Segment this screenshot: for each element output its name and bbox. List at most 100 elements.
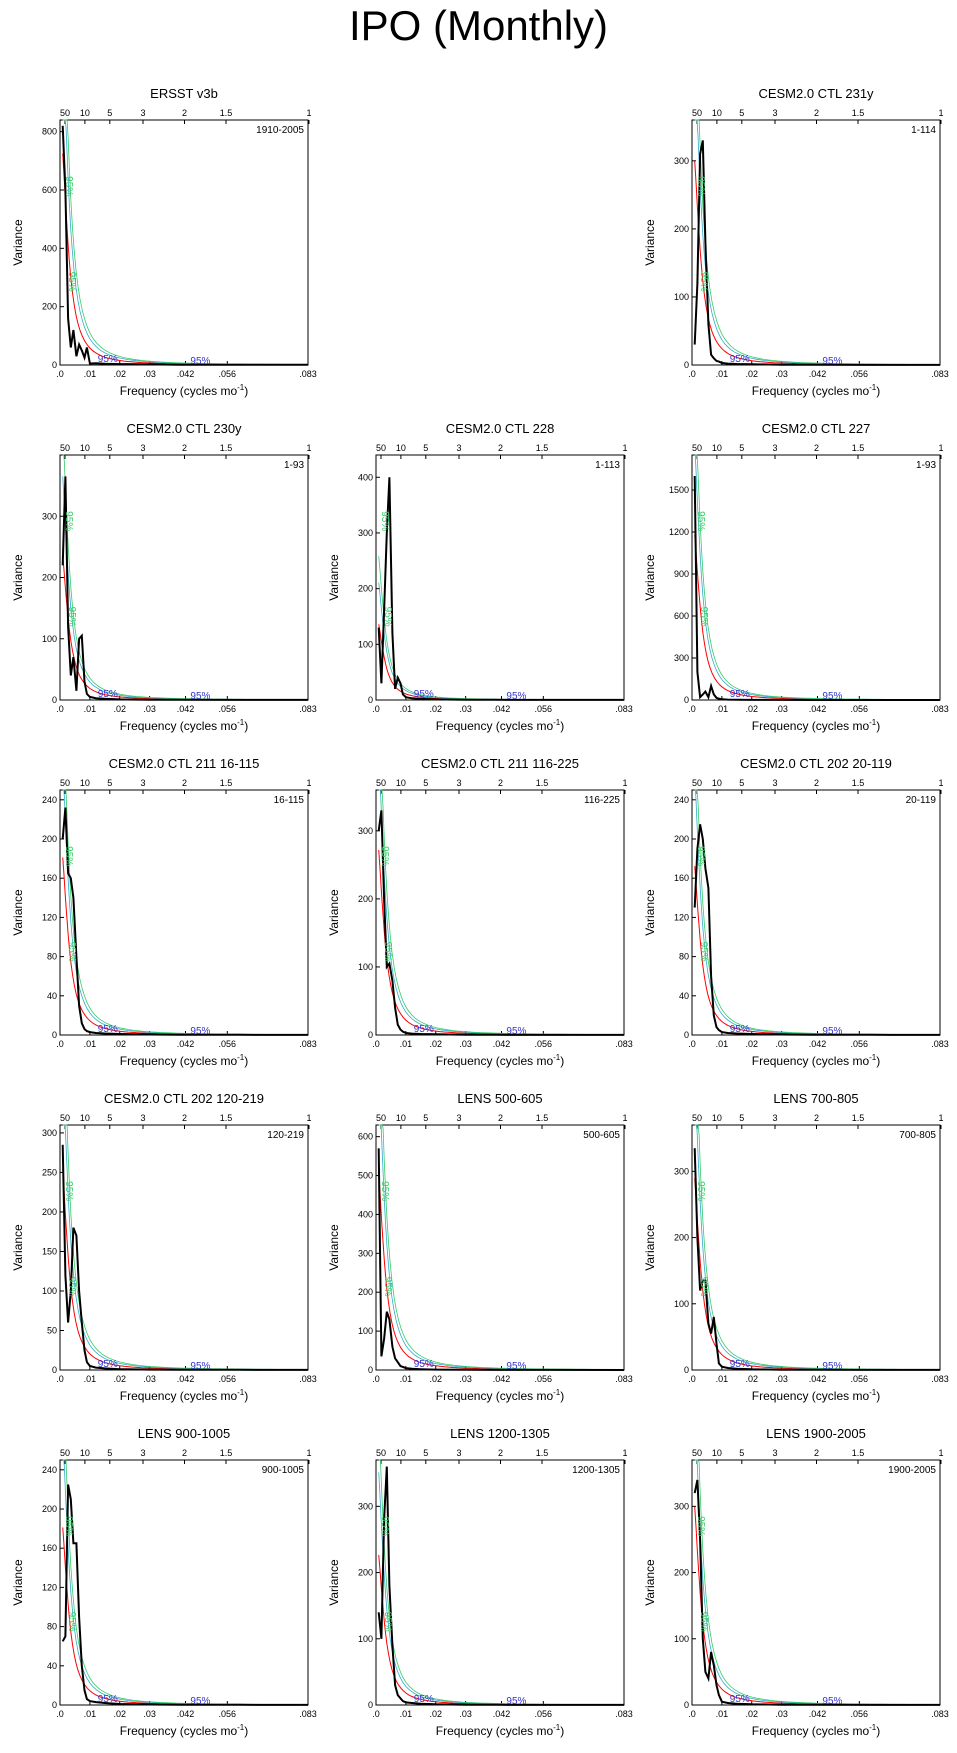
top-tick-label: 3 [456, 778, 461, 788]
x-tick-label: .03 [459, 1374, 472, 1384]
top-tick-label: 50 [692, 778, 702, 788]
top-tick-label: 10 [396, 1448, 406, 1458]
y-tick-label: 100 [358, 639, 373, 649]
top-tick-label: 50 [376, 778, 386, 788]
sig-label: 95% [414, 689, 434, 700]
top-tick-label: 2 [498, 443, 503, 453]
sig-curve-green [694, 789, 940, 1035]
x-tick-label: .01 [716, 369, 729, 379]
top-tick-label: 1.5 [220, 1448, 233, 1458]
sig-label: 95% [190, 1026, 210, 1037]
x-tick-label: .01 [400, 704, 413, 714]
chart-panel: LENS 700-805 700-805 .0 .01 .02 .03 .042 .056 .0… [643, 1091, 949, 1403]
x-tick-label: .083 [615, 1374, 633, 1384]
y-tick-label: 200 [42, 302, 57, 312]
top-tick-label: 10 [712, 1448, 722, 1458]
x-tick-label: .02 [430, 1374, 443, 1384]
y-tick-label: 300 [674, 1166, 689, 1176]
x-tick-label: .083 [931, 369, 949, 379]
top-tick-label: 50 [692, 1113, 702, 1123]
x-tick-label: .03 [775, 369, 788, 379]
sig-curve-green [694, 1124, 940, 1370]
chart-title: ERSST v3b [150, 86, 218, 101]
sig-curve-cyan [694, 454, 940, 701]
y-tick-label: 300 [358, 528, 373, 538]
y-tick-label: 200 [42, 834, 57, 844]
x-tick-label: .056 [851, 1709, 869, 1719]
x-tick-label: .0 [688, 1374, 696, 1384]
y-tick-label: 500 [358, 1171, 373, 1181]
y-tick-label: 80 [47, 1622, 57, 1632]
red-noise-curve [694, 866, 940, 1036]
y-tick-label: 200 [674, 1233, 689, 1243]
x-tick-label: .02 [430, 1039, 443, 1049]
y-tick-label: 0 [52, 1700, 57, 1710]
top-tick-label: 3 [140, 108, 145, 118]
sig-curve-green [62, 119, 308, 365]
top-tick-label: 5 [423, 443, 428, 453]
x-tick-label: .083 [931, 704, 949, 714]
plot-frame [691, 1124, 941, 1371]
y-tick-label: 0 [368, 695, 373, 705]
x-tick-label: .042 [809, 1374, 827, 1384]
top-tick-label: 3 [772, 1448, 777, 1458]
plot-frame [59, 789, 309, 1036]
x-tick-label: .056 [851, 704, 869, 714]
y-tick-label: 120 [42, 1582, 57, 1592]
x-tick-label: .083 [299, 369, 317, 379]
period-label: 20-119 [906, 795, 937, 806]
x-tick-label: .03 [143, 1709, 156, 1719]
sig-curve-cyan [694, 119, 940, 365]
top-tick-label: 2 [814, 1448, 819, 1458]
x-tick-label: .056 [851, 1374, 869, 1384]
x-tick-label: .0 [372, 1374, 380, 1384]
sig-curve-cyan [378, 789, 624, 1035]
top-tick-label: 2 [814, 443, 819, 453]
period-label: 1-114 [911, 125, 936, 136]
y-axis-label: Variance [643, 1559, 657, 1606]
spectrum-line [377, 810, 624, 1036]
sig-curve-green [378, 789, 625, 1035]
top-tick-label: 10 [80, 108, 90, 118]
y-axis-label: Variance [11, 1559, 25, 1606]
x-tick-label: .02 [746, 1374, 759, 1384]
red-noise-curve [62, 555, 308, 701]
y-tick-label: 200 [42, 1504, 57, 1514]
red-noise-curve [694, 161, 940, 366]
x-tick-label: .042 [177, 1039, 195, 1049]
sig-label: 95% [379, 846, 390, 866]
y-tick-label: 400 [42, 243, 57, 253]
top-tick-label: 50 [60, 108, 70, 118]
chart-title: CESM2.0 CTL 231y [758, 86, 874, 101]
x-axis-label: Frequency (cycles mo-1) [752, 1723, 881, 1738]
x-axis-label: Frequency (cycles mo-1) [120, 1388, 249, 1403]
top-tick-label: 2 [814, 778, 819, 788]
top-tick-label: 1 [938, 778, 943, 788]
x-tick-label: .042 [493, 1374, 511, 1384]
sig-label: 95% [382, 1277, 393, 1297]
spectrum-line [61, 125, 308, 366]
x-axis-label: Frequency (cycles mo-1) [120, 718, 249, 733]
chart-panel: LENS 900-1005 900-1005 .0 .01 .02 .03 .042 .056… [11, 1426, 317, 1738]
top-tick-label: 10 [396, 443, 406, 453]
y-tick-label: 40 [679, 991, 689, 1001]
y-tick-label: 200 [358, 1287, 373, 1297]
x-tick-label: .083 [299, 1709, 317, 1719]
period-label: 1200-1305 [572, 1465, 620, 1476]
sig-label: 95% [98, 1024, 118, 1035]
spectrum-line [693, 140, 940, 366]
sig-label: 95% [190, 356, 210, 367]
y-tick-label: 80 [679, 952, 689, 962]
top-tick-label: 5 [739, 108, 744, 118]
y-tick-label: 80 [47, 952, 57, 962]
top-tick-label: 5 [423, 1448, 428, 1458]
y-tick-label: 400 [358, 1209, 373, 1219]
top-tick-label: 3 [140, 1113, 145, 1123]
x-tick-label: .056 [535, 1709, 553, 1719]
top-tick-label: 10 [396, 1113, 406, 1123]
sig-curve-green [62, 1124, 308, 1370]
chart-panel: CESM2.0 CTL 230y 1-93 .0 .01 .02 .03 .042 .056.… [11, 421, 317, 733]
chart-panel: CESM2.0 CTL 211 16-115 16-115 .0 .01 .02 .03.… [11, 756, 317, 1068]
x-tick-label: .0 [688, 369, 696, 379]
sig-curve-green [694, 119, 940, 365]
